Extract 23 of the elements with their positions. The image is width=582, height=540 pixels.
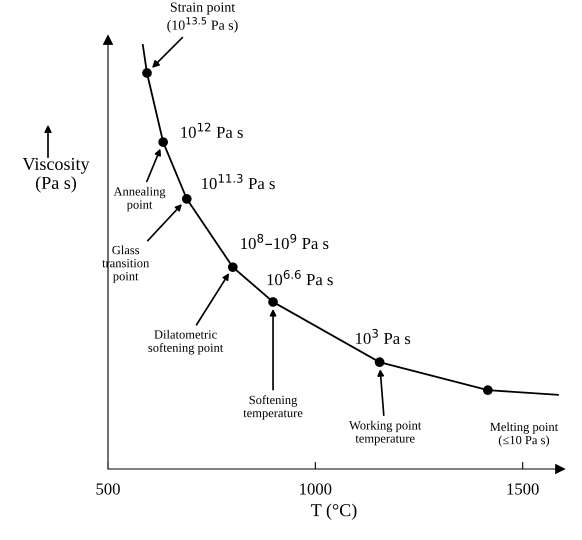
point xyxy=(158,137,168,147)
annotation: Softening temperature xyxy=(243,395,302,420)
x-tick-label: 500 xyxy=(96,483,120,495)
x-tick-label: 1500 xyxy=(507,483,539,495)
annotation: Strain point (10$^{13.5}$ Pa s) xyxy=(167,2,238,33)
x-axis-title: T (°C) xyxy=(311,504,356,520)
annotation: Dilatometric softening point xyxy=(148,330,224,354)
point xyxy=(268,297,278,307)
annotation: 10$^{11.3}$ Pa s xyxy=(202,174,275,190)
annotation: 10$^{3}$ Pa s xyxy=(356,328,410,344)
point xyxy=(228,262,238,272)
annotation: 10$^{12}$ Pa s xyxy=(181,122,243,138)
point xyxy=(482,385,493,395)
annotation: 10$^{8}$–10$^{9}$ Pa s xyxy=(241,234,328,250)
point xyxy=(182,194,192,204)
annotation: Melting point (≤10 Pa s) xyxy=(490,422,558,447)
point xyxy=(142,68,152,78)
point xyxy=(374,357,384,368)
annotation: Annealing point xyxy=(114,186,166,212)
annotation: Working point temperature xyxy=(349,420,422,446)
annotation: 10$^{6.6}$ Pa s xyxy=(268,270,333,286)
x-tick-label: 1000 xyxy=(300,483,332,495)
y-axis-title: Viscosity (Pa s) xyxy=(22,158,90,193)
